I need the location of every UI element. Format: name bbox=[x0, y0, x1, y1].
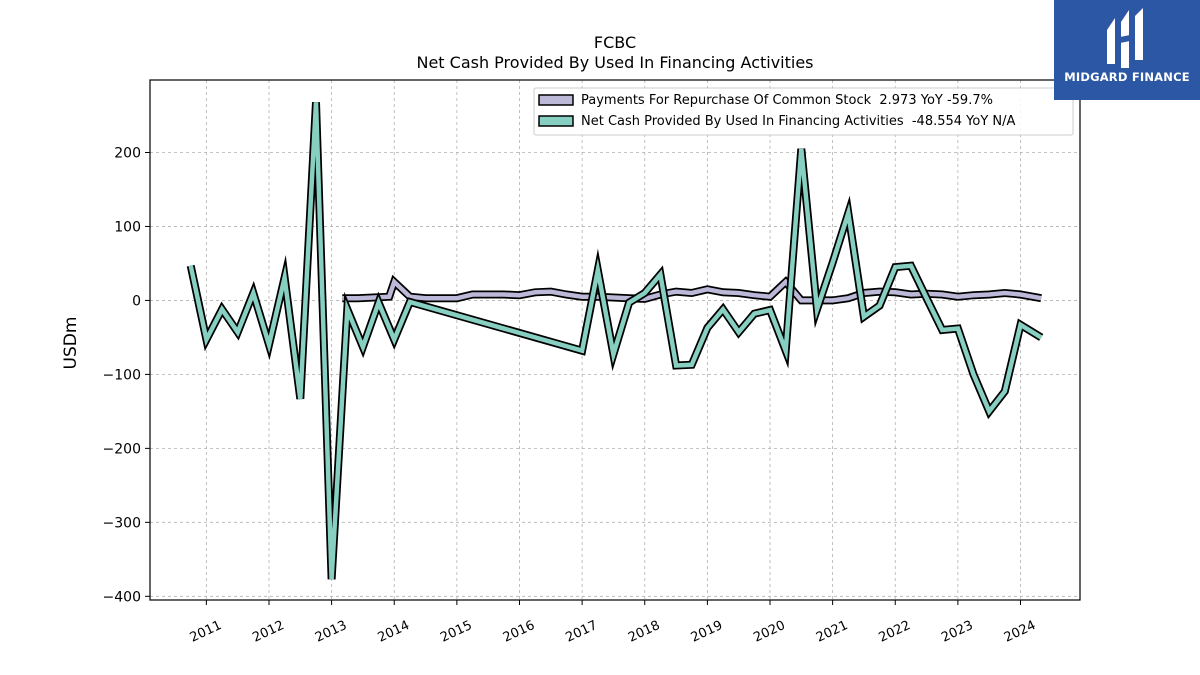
legend-swatch-financing bbox=[538, 115, 574, 127]
x-tick-label: 2018 bbox=[626, 618, 662, 646]
legend-label-financing: Net Cash Provided By Used In Financing A… bbox=[581, 114, 1016, 129]
x-tick-label: 2013 bbox=[313, 618, 349, 646]
legend-swatch-repurchase bbox=[538, 94, 574, 106]
plot-frame bbox=[149, 79, 1081, 601]
x-tick-label: 2022 bbox=[877, 618, 913, 646]
x-tick-label: 2017 bbox=[563, 618, 599, 646]
series-line-financing bbox=[186, 101, 1044, 580]
x-tick-label: 2020 bbox=[751, 618, 787, 646]
x-tick-label: 2012 bbox=[250, 618, 286, 646]
y-tick-label: 0 bbox=[132, 293, 141, 309]
x-tick-label: 2021 bbox=[814, 618, 850, 646]
y-tick-label: 200 bbox=[114, 145, 141, 161]
x-tick-label: 2015 bbox=[438, 618, 474, 646]
x-tick-label: 2016 bbox=[501, 618, 537, 646]
x-tick-label: 2023 bbox=[939, 618, 975, 646]
y-tick-label: −300 bbox=[103, 515, 141, 531]
logo-mark-icon bbox=[1107, 8, 1143, 68]
series-core bbox=[188, 102, 1043, 580]
series-lines bbox=[186, 101, 1044, 580]
chart-subtitle: Net Cash Provided By Used In Financing A… bbox=[416, 53, 813, 72]
legend-label-repurchase: Payments For Repurchase Of Common Stock … bbox=[581, 93, 993, 108]
legend: Payments For Repurchase Of Common Stock … bbox=[533, 87, 1074, 136]
series-line-repurchase bbox=[342, 274, 1042, 305]
x-tick-label: 2014 bbox=[376, 618, 412, 646]
y-tick-label: −400 bbox=[103, 589, 141, 605]
logo-text: MIDGARD FINANCE bbox=[1064, 70, 1190, 84]
y-tick-label: −200 bbox=[103, 441, 141, 457]
x-tick-label: 2019 bbox=[689, 618, 725, 646]
x-tick-label: 2011 bbox=[188, 618, 224, 646]
midgard-finance-logo: MIDGARD FINANCE bbox=[1054, 0, 1200, 100]
y-tick-label: −100 bbox=[103, 367, 141, 383]
x-tick-label: 2024 bbox=[1002, 618, 1038, 646]
y-tick-label: 100 bbox=[114, 219, 141, 235]
legend-box bbox=[533, 87, 1074, 136]
y-axis-label: USDm bbox=[61, 317, 81, 370]
chart-title: FCBC bbox=[594, 33, 636, 52]
axes: 200 100 0 −100 −200 −300 −400 2011 2012 2013 2014 2… bbox=[103, 145, 1039, 645]
